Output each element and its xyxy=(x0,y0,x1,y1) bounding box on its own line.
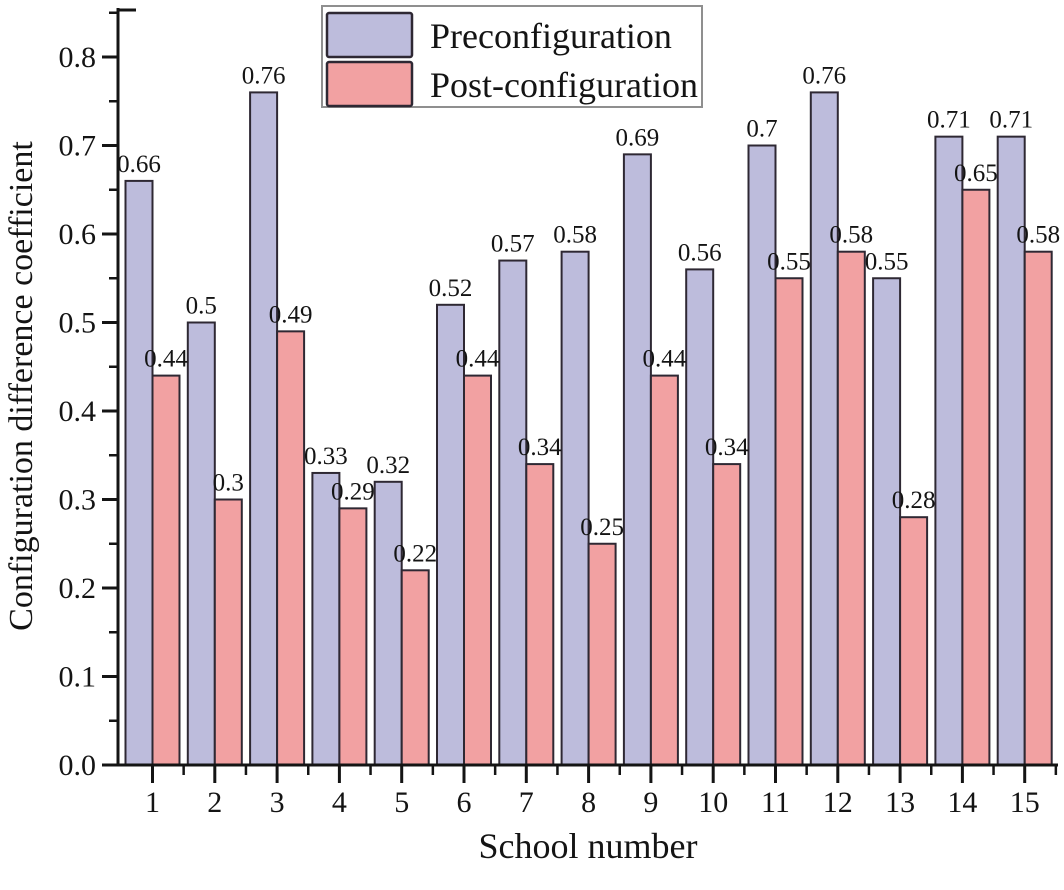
bar-preconfiguration-school-10 xyxy=(685,268,715,766)
bar-post-configuration-school-7 xyxy=(525,463,555,766)
x-tick-label: 6 xyxy=(457,786,472,819)
bar-value-label-post-configuration-school-3: 0.49 xyxy=(269,301,313,328)
bar-value-label-preconfiguration-school-3: 0.76 xyxy=(242,62,286,89)
bar-value-label-preconfiguration-school-13: 0.55 xyxy=(865,248,909,275)
bar-value-label-preconfiguration-school-7: 0.57 xyxy=(491,231,535,258)
bar-value-label-preconfiguration-school-12: 0.76 xyxy=(802,62,846,89)
bar-preconfiguration-school-3 xyxy=(249,91,279,766)
bar-preconfiguration-school-12 xyxy=(809,91,839,766)
x-tick-label: 15 xyxy=(1010,786,1040,819)
bar-preconfiguration-school-7 xyxy=(498,259,528,766)
bar-preconfiguration-school-1 xyxy=(124,179,154,766)
bar-post-configuration-school-5 xyxy=(400,569,430,766)
bar-post-configuration-school-6 xyxy=(463,374,492,766)
bar-value-label-post-configuration-school-5: 0.22 xyxy=(393,540,437,567)
bar-value-label-post-configuration-school-1: 0.44 xyxy=(144,346,188,373)
bar-preconfiguration-school-15 xyxy=(996,135,1026,766)
x-tick-label: 10 xyxy=(698,786,728,819)
bar-value-label-preconfiguration-school-11: 0.7 xyxy=(746,116,777,143)
bar-value-label-preconfiguration-school-9: 0.69 xyxy=(616,124,660,151)
y-tick-label: 0.5 xyxy=(59,307,97,340)
bar-value-label-post-configuration-school-6: 0.44 xyxy=(456,346,500,373)
x-tick-label: 5 xyxy=(394,786,409,819)
y-tick-label: 0.3 xyxy=(59,484,97,517)
bar-preconfiguration-school-6 xyxy=(436,303,465,766)
y-tick-label: 0.4 xyxy=(59,395,97,428)
legend-swatch-preconfiguration xyxy=(325,11,414,59)
bars-layer xyxy=(124,91,1053,767)
x-tick-label: 9 xyxy=(643,786,658,819)
bar-post-configuration-school-15 xyxy=(1023,250,1053,766)
y-tick-label: 0.0 xyxy=(59,749,97,782)
legend-label-preconfiguration: Preconfiguration xyxy=(430,16,672,56)
bar-preconfiguration-school-13 xyxy=(872,277,902,766)
bar-value-label-preconfiguration-school-5: 0.32 xyxy=(366,452,410,479)
y-tick-label: 0.7 xyxy=(59,130,97,163)
bar-post-configuration-school-10 xyxy=(712,463,742,766)
y-axis-title: Configuration difference coefficient xyxy=(3,141,40,631)
bar-preconfiguration-school-11 xyxy=(747,144,777,766)
x-tick-label: 7 xyxy=(519,786,534,819)
bar-value-label-post-configuration-school-10: 0.34 xyxy=(705,434,749,461)
bar-value-label-post-configuration-school-13: 0.28 xyxy=(892,487,936,514)
bar-value-label-post-configuration-school-11: 0.55 xyxy=(767,248,811,275)
legend-swatch-post-configuration xyxy=(325,60,414,108)
x-tick-label: 13 xyxy=(885,786,915,819)
y-tick-label: 0.8 xyxy=(59,41,97,74)
axes-layer: 0.00.10.20.30.40.50.60.70.81 2 3 4 5 6 7 8 9 10 11… xyxy=(59,8,1058,819)
bar-preconfiguration-school-2 xyxy=(186,321,216,766)
bar-preconfiguration-school-8 xyxy=(560,250,590,766)
bar-value-label-preconfiguration-school-14: 0.71 xyxy=(927,107,971,134)
bar-post-configuration-school-1 xyxy=(151,374,181,766)
bar-preconfiguration-school-9 xyxy=(622,153,652,767)
bar-post-configuration-school-4 xyxy=(338,507,368,766)
bar-value-label-post-configuration-school-4: 0.29 xyxy=(331,478,375,505)
x-tick-label: 11 xyxy=(761,786,790,819)
bar-value-label-post-configuration-school-15: 0.58 xyxy=(1016,222,1060,249)
bar-post-configuration-school-11 xyxy=(774,277,804,766)
bar-post-configuration-school-14 xyxy=(961,188,991,766)
bar-post-configuration-school-9 xyxy=(649,374,679,766)
bar-preconfiguration-school-5 xyxy=(373,480,403,766)
bar-preconfiguration-school-4 xyxy=(311,471,341,766)
bar-value-label-preconfiguration-school-2: 0.5 xyxy=(186,293,217,320)
x-tick-label: 8 xyxy=(581,786,596,819)
y-tick-label: 0.6 xyxy=(59,218,97,251)
bar-value-label-preconfiguration-school-10: 0.56 xyxy=(678,239,722,266)
bar-value-label-preconfiguration-school-1: 0.66 xyxy=(117,151,161,178)
legend-label-post-configuration: Post-configuration xyxy=(430,65,698,105)
bar-post-configuration-school-8 xyxy=(587,542,617,766)
bar-value-label-preconfiguration-school-6: 0.52 xyxy=(429,275,473,302)
x-tick-label: 2 xyxy=(207,786,222,819)
x-tick-label: 14 xyxy=(947,786,977,819)
bar-preconfiguration-school-14 xyxy=(934,135,964,766)
x-tick-label: 1 xyxy=(145,786,160,819)
bar-value-label-post-configuration-school-7: 0.34 xyxy=(518,434,562,461)
bar-value-label-post-configuration-school-14: 0.65 xyxy=(954,160,998,187)
bar-value-label-post-configuration-school-8: 0.25 xyxy=(580,514,624,541)
bar-post-configuration-school-3 xyxy=(276,330,306,766)
x-axis-title: School number xyxy=(479,826,698,866)
bar-value-label-post-configuration-school-2: 0.3 xyxy=(213,470,244,497)
bar-value-label-preconfiguration-school-8: 0.58 xyxy=(553,222,597,249)
y-tick-label: 0.2 xyxy=(59,572,97,605)
x-tick-label: 3 xyxy=(270,786,285,819)
legend: Preconfiguration Post-configuration xyxy=(321,5,703,108)
bar-value-label-post-configuration-school-12: 0.58 xyxy=(829,222,873,249)
bar-value-label-preconfiguration-school-4: 0.33 xyxy=(304,443,348,470)
bar-value-label-preconfiguration-school-15: 0.71 xyxy=(989,107,1033,134)
value-labels-layer: 0.66 0.5 0.76 0.33 0.32 0.52 0.57 0.58 0.69 0.56 0… xyxy=(117,62,1060,567)
x-tick-label: 4 xyxy=(332,786,347,819)
bar-post-configuration-school-2 xyxy=(213,498,243,766)
bar-post-configuration-school-12 xyxy=(836,250,866,766)
x-tick-label: 12 xyxy=(823,786,853,819)
y-tick-label: 0.1 xyxy=(59,661,97,694)
bar-post-configuration-school-13 xyxy=(899,516,929,767)
bar-value-label-post-configuration-school-9: 0.44 xyxy=(643,346,687,373)
